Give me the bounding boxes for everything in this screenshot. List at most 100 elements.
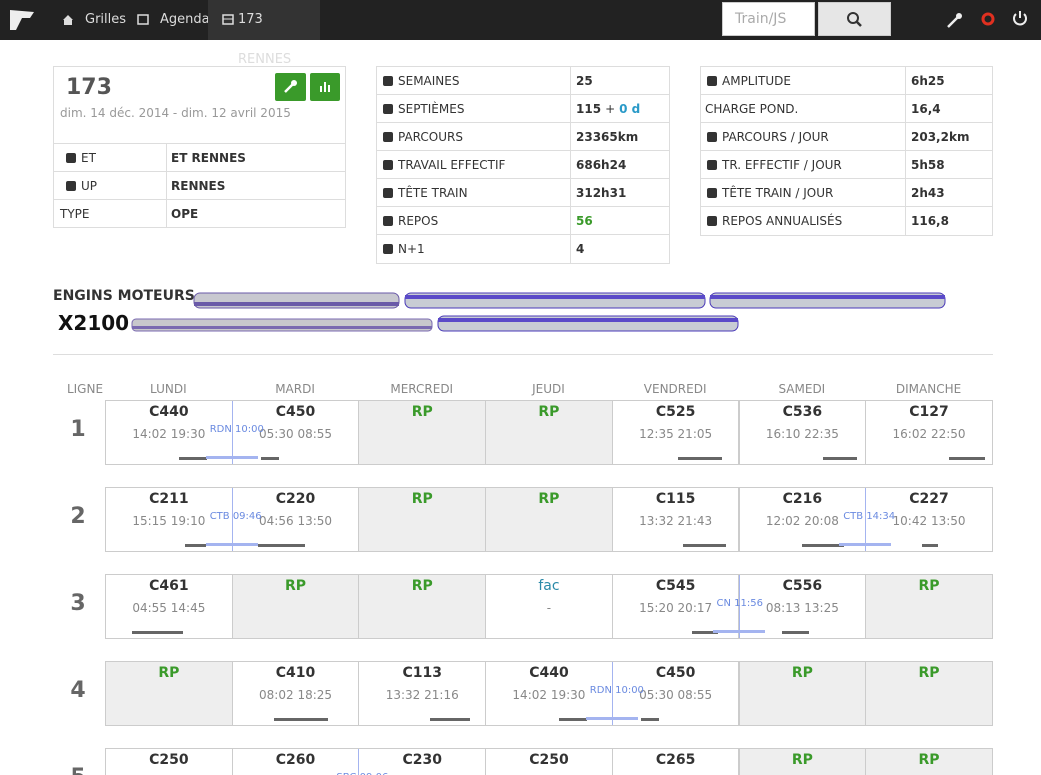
day-cell[interactable]: RP (865, 748, 993, 775)
stat-label-text: TÊTE TRAIN / JOUR (722, 186, 834, 200)
stat-value: 5h58 (905, 150, 992, 179)
day-cell[interactable]: RP (738, 661, 867, 726)
day-cell[interactable]: RP (358, 574, 487, 639)
calendar-icon (137, 14, 149, 25)
stat-value-part: 2h43 (911, 186, 945, 200)
day-cell[interactable]: C220 04:56 13:50 (231, 487, 360, 552)
edit-button[interactable] (275, 73, 306, 101)
separator (53, 354, 993, 355)
duty-times: 05:30 08:55 (233, 427, 359, 441)
day-cell[interactable]: C127 16:02 22:50 (865, 400, 993, 465)
day-cell[interactable]: RP (358, 487, 487, 552)
day-cell[interactable]: C250 (485, 748, 613, 775)
day-cell[interactable]: C525 12:35 21:05 (611, 400, 740, 465)
day-cell[interactable]: C250 (105, 748, 233, 775)
stats-button[interactable] (310, 73, 340, 101)
duty-times: 04:56 13:50 (233, 514, 359, 528)
label-icon (66, 153, 76, 163)
duty-code: RP (158, 665, 180, 681)
duty-bar (782, 631, 810, 634)
stat-label: AMPLITUDE (701, 67, 905, 95)
nav-grilles[interactable]: Grilles (85, 12, 127, 27)
day-cell[interactable]: RP (231, 574, 360, 639)
line-number: 3 (70, 591, 86, 616)
day-cell[interactable]: RP (865, 574, 993, 639)
stat-label-text: PARCOURS (398, 130, 463, 144)
stat-label-text: AMPLITUDE (722, 74, 791, 88)
duty-code: C220 (275, 491, 316, 507)
duty-code: C265 (655, 752, 696, 768)
day-cell[interactable]: C227 10:42 13:50 (865, 487, 993, 552)
transfer-label: CN 11:56 (716, 598, 763, 609)
end-time: 13:25 (804, 601, 839, 615)
day-cell[interactable]: fac - (485, 574, 613, 639)
day-cell[interactable]: C536 16:10 22:35 (738, 400, 867, 465)
duty-code: C536 (782, 404, 823, 420)
stat-label-text: TRAVAIL EFFECTIF (398, 158, 506, 172)
duty-code: RP (411, 578, 433, 594)
day-cell[interactable]: C556 08:13 13:25 (738, 574, 867, 639)
day-cell[interactable]: C440 14:02 19:30 (485, 661, 613, 726)
day-header: MERCREDI (390, 382, 454, 396)
day-cell[interactable]: C260 (231, 748, 360, 775)
duty-code: RP (285, 578, 307, 594)
duty-bar (802, 544, 845, 547)
end-time: 21:16 (424, 688, 459, 702)
card-row-value: RENNES (166, 171, 345, 200)
day-cell[interactable]: C410 08:02 18:25 (231, 661, 360, 726)
transfer-bar (712, 630, 765, 633)
stat-value: 2h43 (905, 178, 992, 207)
end-time: 20:17 (677, 601, 713, 615)
day-cell[interactable]: RP (865, 661, 993, 726)
day-cell[interactable]: RP (738, 748, 867, 775)
start-time: 04:55 (132, 601, 167, 615)
nav-icons[interactable] (946, 11, 1036, 29)
nav-agenda[interactable]: Agenda (160, 12, 210, 27)
label-icon (383, 132, 393, 142)
search-input[interactable]: Train/JS (722, 2, 815, 36)
start-time: 16:10 (765, 427, 801, 441)
duty-bar (641, 718, 660, 721)
transfer-line (231, 401, 233, 464)
end-time: 13:50 (930, 514, 966, 528)
search-icon (847, 12, 862, 27)
day-cell[interactable]: C461 04:55 14:45 (105, 574, 233, 639)
transfer-line (231, 488, 233, 551)
end-time: 08:55 (677, 688, 713, 702)
day-cell[interactable]: C211 15:15 19:10 (105, 487, 233, 552)
end-time: 13:50 (297, 514, 333, 528)
duty-code: C260 (275, 752, 316, 768)
day-cell[interactable]: C545 15:20 20:17 (611, 574, 740, 639)
duty-code: RP (538, 404, 560, 420)
day-header: SAMEDI (778, 382, 826, 396)
card-row-label: UP (54, 171, 166, 200)
day-cell[interactable]: RP (105, 661, 233, 726)
day-cell[interactable]: C230 (358, 748, 487, 775)
duty-code: C211 (149, 491, 189, 507)
day-cell[interactable]: C265 (611, 748, 740, 775)
stat-label-text: TÊTE TRAIN (398, 186, 468, 200)
day-cell[interactable]: C440 14:02 19:30 (105, 400, 233, 465)
duty-times: 12:02 20:08 (740, 514, 866, 528)
logo (10, 10, 34, 30)
card-row-value: OPE (166, 199, 345, 228)
stat-label: REPOS (377, 206, 570, 235)
stat-value-part: 5h58 (911, 158, 945, 172)
day-cell[interactable]: C216 12:02 20:08 (738, 487, 867, 552)
day-cell[interactable]: RP (485, 400, 613, 465)
day-cell[interactable]: RP (358, 400, 487, 465)
duty-bar (131, 631, 183, 634)
search-button[interactable] (818, 2, 891, 36)
stat-value-part: 16,4 (911, 102, 941, 116)
stat-value-part: 0 d (619, 102, 641, 116)
day-cell[interactable]: RP (485, 487, 613, 552)
day-cell[interactable]: C450 05:30 08:55 (231, 400, 360, 465)
start-time: 04:56 (259, 514, 294, 528)
day-cell[interactable]: C115 13:32 21:43 (611, 487, 740, 552)
nav-current[interactable]: 173 RENNES (208, 0, 320, 67)
line-number: 4 (70, 678, 86, 703)
day-cell[interactable]: C113 13:32 21:16 (358, 661, 487, 726)
start-time: 12:35 (639, 427, 674, 441)
start-time: 14:02 (132, 427, 167, 441)
day-cell[interactable]: C450 05:30 08:55 (611, 661, 740, 726)
